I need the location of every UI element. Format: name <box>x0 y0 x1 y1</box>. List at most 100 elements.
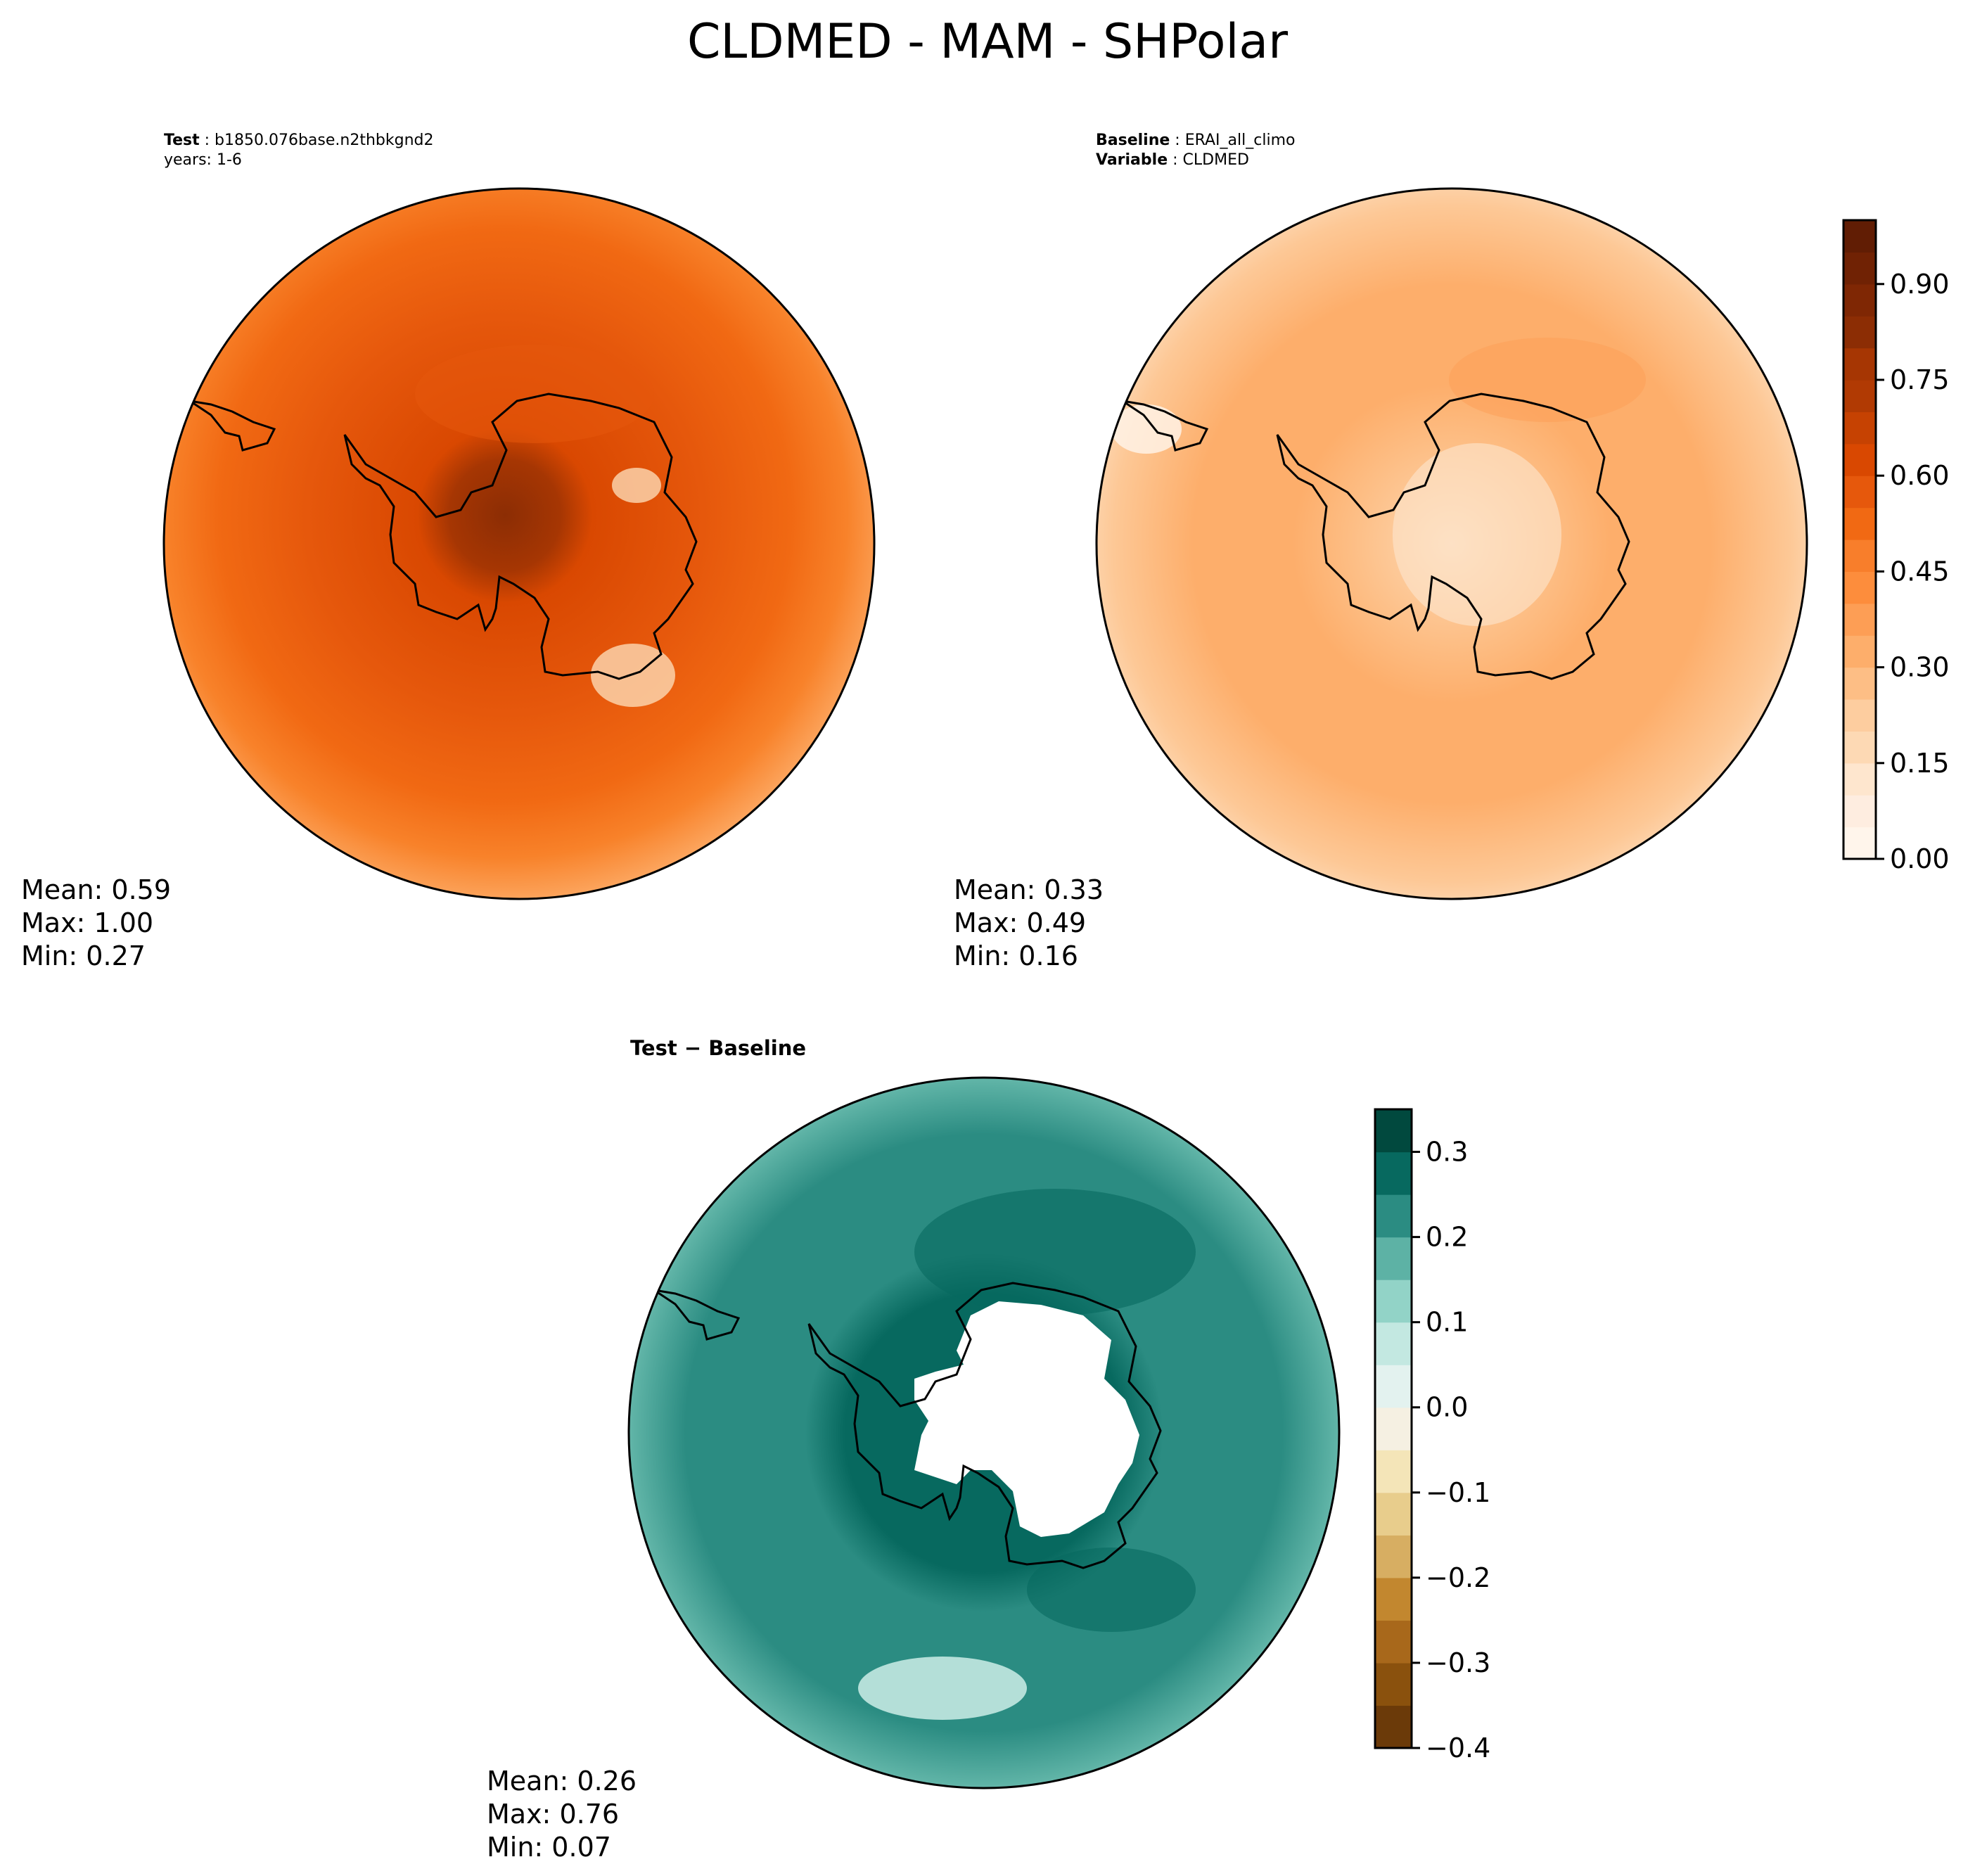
cbar-cloud-level <box>1843 603 1876 636</box>
baseline-map <box>1097 189 1807 899</box>
test-label: Test : b1850.076base.n2thbkgnd2 <box>164 132 434 149</box>
variable-name: CLDMED <box>1183 151 1249 169</box>
cbar-cloud-level <box>1843 316 1876 349</box>
baseline-map-boundary <box>1095 187 1808 900</box>
test-max: Max: 1.00 <box>21 907 153 938</box>
variable-label-bold: Variable <box>1096 151 1168 169</box>
cbar-diff-tick-label: 0.3 <box>1426 1137 1468 1168</box>
cbar-diff-level <box>1375 1407 1412 1450</box>
diff-mean: Mean: 0.26 <box>487 1766 637 1797</box>
south-america-coast <box>1122 400 1209 452</box>
cbar-diff-tick-label: −0.1 <box>1426 1477 1490 1508</box>
cbar-cloud-level <box>1843 443 1876 476</box>
diff-map-boundary <box>627 1076 1341 1789</box>
colorbar-difference: −0.4 −0.3 −0.2 −0.1 0.0 0.1 0.2 0.3 <box>1374 1108 1490 1763</box>
cbar-diff-level <box>1375 1620 1412 1664</box>
cbar-diff-frame <box>1374 1108 1413 1749</box>
figure-title: CLDMED - MAM - SHPolar <box>687 14 1288 70</box>
test-label-bold: Test <box>164 132 200 149</box>
diff-map-contour <box>1027 1548 1196 1632</box>
cbar-diff-level <box>1375 1365 1412 1408</box>
cbar-diff-level <box>1375 1194 1412 1238</box>
baseline-name: ERAI_all_climo <box>1185 132 1296 149</box>
cbar-cloud-tick-label: 0.15 <box>1890 748 1950 779</box>
cbar-cloud-level <box>1843 827 1876 860</box>
diff-map-contour <box>914 1189 1196 1315</box>
test-map-contour <box>612 468 661 503</box>
baseline-label: Baseline : ERAI_all_climo <box>1096 132 1295 149</box>
cbar-cloud-tick-label: 0.30 <box>1890 652 1950 683</box>
cbar-diff-level <box>1375 1237 1412 1280</box>
baseline-mean: Mean: 0.33 <box>954 874 1104 905</box>
cbar-diff-level <box>1375 1535 1412 1578</box>
cbar-diff-level <box>1375 1450 1412 1493</box>
test-map-field <box>164 189 874 899</box>
cbar-cloud-level <box>1843 283 1876 317</box>
cbar-cloud-level <box>1843 347 1876 381</box>
colorbar-cloud-fraction: 0.00 0.15 0.30 0.45 0.60 0.75 0.90 <box>1842 219 1950 874</box>
baseline-panel: Baseline : ERAI_all_climo Variable : CLD… <box>954 132 1808 971</box>
diff-map <box>629 1078 1339 1788</box>
cbar-diff-tick-label: −0.3 <box>1426 1647 1490 1678</box>
test-min: Min: 0.27 <box>21 940 146 971</box>
cbar-diff-level <box>1375 1705 1412 1749</box>
cbar-cloud-level <box>1843 795 1876 828</box>
cbar-diff-level <box>1375 1322 1412 1365</box>
baseline-map-contour <box>1393 443 1561 626</box>
baseline-min: Min: 0.16 <box>954 940 1078 971</box>
cbar-diff-tick-label: −0.2 <box>1426 1562 1490 1593</box>
cbar-cloud-tick-label: 0.45 <box>1890 556 1950 587</box>
cbar-cloud-level <box>1843 635 1876 668</box>
cbar-cloud-level <box>1843 667 1876 700</box>
cbar-diff-level <box>1375 1151 1412 1195</box>
cbar-cloud-level <box>1843 540 1876 572</box>
baseline-max: Max: 0.49 <box>954 907 1086 938</box>
diff-no-change-region <box>914 1301 1139 1537</box>
variable-label: Variable : CLDMED <box>1096 151 1249 169</box>
antarctica-coast <box>343 393 698 680</box>
cbar-diff-level <box>1375 1109 1412 1153</box>
diff-title: Test − Baseline <box>630 1036 806 1060</box>
south-america-coast <box>653 1289 741 1341</box>
south-america-coast <box>189 400 276 452</box>
test-years: years: 1-6 <box>164 151 242 169</box>
cbar-diff-level <box>1375 1280 1412 1323</box>
cbar-diff-tick-label: 0.1 <box>1426 1307 1468 1338</box>
baseline-map-contour <box>1449 338 1646 422</box>
test-case-name: b1850.076base.n2thbkgnd2 <box>215 132 433 149</box>
cbar-cloud-tick-label: 0.75 <box>1890 364 1950 395</box>
cbar-cloud-level <box>1843 507 1876 540</box>
cbar-cloud-tick-label: 0.60 <box>1890 460 1950 491</box>
antarctica-coast <box>807 1282 1162 1569</box>
cbar-cloud-level <box>1843 699 1876 732</box>
cbar-diff-tick-label: 0.2 <box>1426 1222 1468 1253</box>
cbar-cloud-level <box>1843 252 1876 285</box>
cbar-diff-tick-label: 0.0 <box>1426 1392 1468 1423</box>
cbar-diff-level <box>1375 1662 1412 1706</box>
test-map-contour <box>415 345 654 443</box>
baseline-map-contour <box>1111 404 1182 454</box>
diff-panel: Test − Baseline Mean: 0.26 Max: 0.76 Min… <box>487 1036 1341 1863</box>
cbar-cloud-frame <box>1842 219 1877 860</box>
test-map <box>164 189 874 899</box>
cbar-diff-tick-label: −0.4 <box>1426 1733 1490 1763</box>
cbar-cloud-level <box>1843 476 1876 509</box>
diff-max: Max: 0.76 <box>487 1799 619 1830</box>
cbar-cloud-level <box>1843 380 1876 412</box>
diff-min: Min: 0.07 <box>487 1832 611 1863</box>
cbar-cloud-level <box>1843 762 1876 796</box>
test-mean: Mean: 0.59 <box>21 874 171 905</box>
cbar-diff-level <box>1375 1577 1412 1621</box>
cbar-cloud-tick-label: 0.00 <box>1890 843 1950 874</box>
antarctica-coast <box>1276 393 1630 680</box>
cbar-cloud-level <box>1843 411 1876 445</box>
baseline-label-bold: Baseline <box>1096 132 1170 149</box>
cbar-diff-level <box>1375 1492 1412 1536</box>
cbar-cloud-level <box>1843 571 1876 604</box>
test-panel: Test : b1850.076base.n2thbkgnd2 years: 1… <box>21 132 876 971</box>
diff-map-contour <box>858 1657 1027 1720</box>
cbar-cloud-tick-label: 0.90 <box>1890 269 1950 300</box>
test-map-contour <box>591 644 675 707</box>
test-map-boundary <box>162 187 876 900</box>
